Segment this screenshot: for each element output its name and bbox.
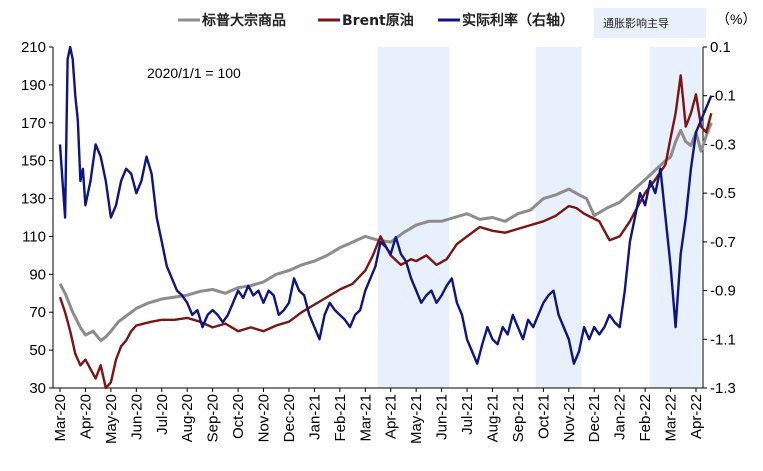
x-tick-label: Feb-21	[332, 394, 349, 442]
x-tick-label: Aug-20	[179, 394, 196, 442]
x-tick-label: Dec-21	[586, 394, 603, 442]
legend-box-label: 通胀影响主导	[603, 17, 669, 30]
x-axis-ticks: Mar-20 Apr-20 May-20 Jun-20 Jul-20 Aug-20 Sep-…	[52, 388, 705, 444]
x-tick-label: Apr-22	[688, 394, 705, 439]
right-tick-label: 0.1	[710, 39, 731, 56]
x-tick-label: Sep-21	[510, 394, 527, 442]
right-tick-label: -1.3	[710, 380, 736, 397]
legend-box-inflation	[594, 8, 706, 38]
left-tick-label: 30	[29, 380, 46, 397]
x-tick-label: May-21	[408, 394, 425, 444]
legend-label-spgsci: 标普大宗商品	[201, 12, 286, 29]
left-tick-label: 70	[29, 304, 46, 321]
right-tick-label: -0.9	[710, 283, 736, 300]
right-tick-label: -0.3	[710, 136, 736, 153]
right-tick-label: -0.1	[710, 88, 736, 105]
x-tick-label: Oct-20	[230, 394, 247, 439]
left-axis-ticks: 210 190 170 150 130 110 90 70 50 30	[21, 39, 53, 397]
series-line-real-rate	[58, 45, 713, 365]
x-tick-label: Mar-20	[52, 394, 69, 442]
x-tick-label: Oct-21	[535, 394, 552, 439]
x-tick-label: Aug-21	[484, 394, 501, 442]
shaded-period-1	[378, 47, 450, 388]
x-tick-label: Mar-22	[663, 394, 680, 442]
series-lines	[58, 45, 713, 390]
x-tick-label: Jul-21	[459, 394, 476, 435]
left-tick-label: 210	[21, 39, 46, 56]
right-tick-label: -0.5	[710, 185, 736, 202]
x-tick-label: Sep-20	[205, 394, 222, 442]
left-tick-label: 190	[21, 77, 46, 94]
x-tick-label: Dec-20	[281, 394, 298, 442]
x-tick-label: Mar-21	[357, 394, 374, 442]
x-tick-label: Jan-21	[306, 394, 323, 440]
legend: 标普大宗商品 Brent原油 实际利率（右轴） 通胀影响主导	[178, 8, 706, 38]
left-tick-label: 90	[29, 266, 46, 283]
index-annotation: 2020/1/1 = 100	[147, 65, 241, 81]
x-tick-label: Apr-21	[383, 394, 400, 439]
x-tick-label: Jan-22	[612, 394, 629, 440]
shaded-periods	[378, 47, 702, 388]
x-tick-label: Feb-22	[637, 394, 654, 442]
shaded-period-3	[650, 47, 702, 388]
legend-label-real-rate: 实际利率（右轴）	[462, 12, 574, 29]
right-tick-label: -0.7	[710, 234, 736, 251]
x-tick-label: May-20	[103, 394, 120, 444]
right-axis-ticks: 0.1 -0.1 -0.3 -0.5 -0.7 -0.9 -1.1 -1.3	[703, 39, 736, 397]
x-tick-label: Jun-21	[434, 394, 451, 440]
left-tick-label: 50	[29, 342, 46, 359]
left-tick-label: 110	[22, 228, 46, 245]
legend-label-brent: Brent原油	[342, 12, 414, 29]
x-tick-label: Jul-20	[154, 394, 171, 435]
x-tick-label: Nov-20	[256, 394, 273, 442]
x-tick-label: Apr-20	[77, 394, 94, 439]
left-tick-label: 130	[21, 191, 46, 208]
right-tick-label: -1.1	[710, 331, 736, 348]
x-tick-label: Nov-21	[561, 394, 578, 442]
left-tick-label: 170	[21, 115, 46, 132]
shaded-period-2	[535, 47, 582, 388]
x-tick-label: Jun-20	[128, 394, 145, 440]
right-axis-unit: （%）	[716, 11, 756, 27]
left-tick-label: 150	[21, 153, 46, 170]
